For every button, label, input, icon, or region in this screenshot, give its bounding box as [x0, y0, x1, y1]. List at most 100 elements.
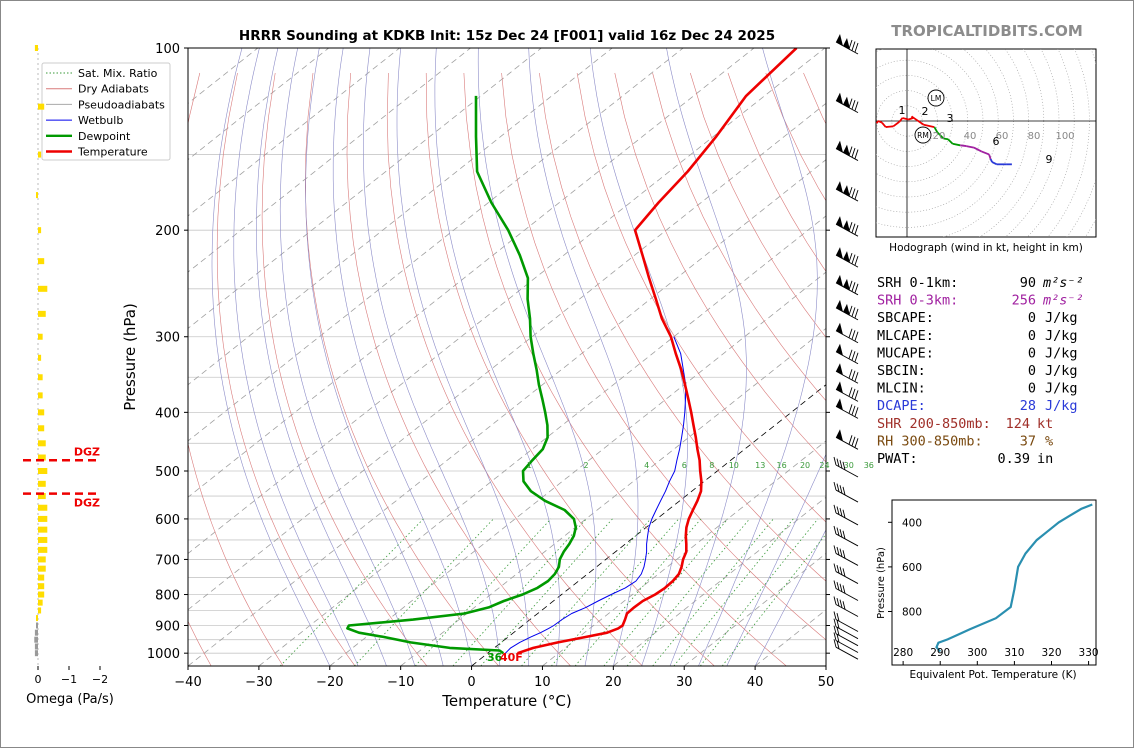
omega-bar: [38, 591, 45, 598]
omega-bar: [38, 536, 48, 543]
theta-e-x-tick-label: 310: [1004, 647, 1024, 659]
omega-bar: [38, 454, 46, 461]
dry-adiabat-line: [188, 620, 212, 666]
omega-tick-label: 0: [35, 673, 42, 686]
index-unit: kt: [1037, 416, 1053, 432]
isotherm-line: [613, 496, 826, 666]
index-unit: J/kg: [1045, 310, 1078, 326]
hodograph-segment: [947, 138, 954, 145]
isotherm-line: [329, 271, 826, 666]
theta-e-x-tick-label: 330: [1079, 647, 1099, 659]
index-unit: J/kg: [1045, 381, 1078, 397]
mixing-ratio-line: [603, 518, 729, 666]
hodograph-segment: [885, 125, 894, 128]
omega-bar: [38, 103, 45, 110]
wind-barb: [833, 632, 859, 653]
hodograph-ring-label: 40: [964, 131, 977, 142]
wind-barb: [833, 481, 859, 503]
omega-bar: [34, 650, 38, 657]
omega-bar: [38, 556, 46, 563]
index-value: 0.39: [997, 451, 1030, 467]
hodograph: [876, 49, 1096, 237]
omega-bar: [38, 574, 45, 581]
dry-adiabat-line: [652, 72, 826, 402]
wind-barb: [833, 456, 859, 478]
wind-barb: [833, 580, 859, 601]
temperature-tick-label: 50: [818, 675, 835, 690]
hodograph-segment: [988, 154, 992, 160]
hodograph-segment: [989, 158, 993, 163]
dry-adiabat-line: [690, 72, 826, 338]
mixing-ratio-label: 36: [864, 461, 874, 470]
mixing-ratio-label: 13: [755, 461, 765, 470]
wind-barb: [835, 92, 859, 114]
mixing-ratio-line: [626, 518, 750, 666]
index-unit: J/kg: [1045, 328, 1078, 344]
theta-e-y-tick-label: 400: [902, 517, 922, 529]
hodograph-segment: [902, 117, 909, 121]
wind-barb: [835, 274, 859, 296]
index-label: DCAPE:: [877, 398, 926, 414]
wind-barb: [835, 363, 859, 384]
omega-bar: [38, 440, 46, 447]
mixing-ratio-label: 16: [777, 461, 787, 470]
hodograph-height-label: 6: [993, 135, 1000, 148]
omega-bar: [38, 565, 46, 572]
dry-adiabat-line: [463, 72, 787, 666]
isotherm-line: [258, 215, 826, 666]
temperature-tick-label: −10: [387, 675, 414, 690]
isotherm-line: [471, 384, 826, 666]
isotherm-line: [188, 48, 613, 386]
wind-barb: [833, 611, 859, 632]
omega-bar: [38, 583, 45, 590]
dry-adiabat-line: [425, 72, 715, 666]
index-value: 28: [1020, 398, 1036, 414]
wind-barbs: [833, 34, 859, 660]
pressure-tick-label: 500: [155, 465, 180, 480]
hodograph-segment: [936, 131, 945, 140]
omega-bar: [38, 310, 46, 317]
mixing-ratio-line: [279, 518, 424, 666]
hodograph-ring-label: 20: [933, 131, 946, 142]
pressure-tick-label: 300: [155, 331, 180, 346]
temperature-tick-label: 0: [467, 675, 475, 690]
index-label: PWAT:: [877, 451, 918, 467]
theta-e-profile: [935, 503, 1093, 653]
index-label: SBCIN:: [877, 363, 926, 379]
omega-bar: [36, 622, 38, 629]
theta-e-frame: [891, 499, 1097, 666]
omega-x-axis-label: Omega (Pa/s): [26, 692, 114, 707]
theta-e-y-axis-label: Pressure (hPa): [876, 547, 887, 619]
legend-entry: Dry Adiabats: [78, 83, 149, 96]
omega-bar: [38, 409, 45, 416]
skewt-x-axis-label: Temperature (°C): [441, 692, 571, 710]
hodograph-segment: [892, 121, 900, 128]
brand-label: TROPICALTIDBITS.COM: [891, 22, 1083, 40]
wind-barb: [833, 625, 859, 647]
hodograph-ring-label: 60: [996, 131, 1009, 142]
wind-barb: [835, 247, 859, 268]
wind-barb: [835, 381, 859, 402]
wind-barb: [833, 525, 859, 547]
theta-e-plot: [935, 503, 1093, 653]
omega-bar: [38, 599, 43, 606]
sounding-indices: SRH 0-1km: 90 m²s⁻² SRH 0-3km: 256 m²s⁻² SBCAP…: [877, 275, 1084, 467]
skewt-profiles: [346, 48, 798, 655]
surface-dewpoint-label: 36: [487, 651, 503, 664]
mixing-ratio-label: 8: [709, 461, 714, 470]
theta-e-x-tick-label: 320: [1041, 647, 1061, 659]
omega-bar: [34, 629, 38, 636]
wind-barb: [835, 34, 859, 55]
dry-adiabat-line: [261, 72, 428, 666]
omega-tick-label: −2: [92, 673, 108, 686]
mixing-ratio-line: [652, 518, 774, 666]
hodograph-ring-label: 100: [1055, 131, 1074, 142]
moist-adiabat-line: [698, 48, 818, 666]
index-label: SRH 0-1km:: [877, 275, 958, 291]
mixing-ratio-line: [480, 518, 613, 666]
theta-e-panel: 400 600 800 280 290 300 310 320 330: [888, 503, 1099, 665]
temperature-profile: [517, 48, 798, 655]
theta-e-y-tick-label: 800: [902, 606, 922, 618]
isotherm-line: [188, 48, 684, 442]
index-value: 124: [1006, 416, 1030, 432]
